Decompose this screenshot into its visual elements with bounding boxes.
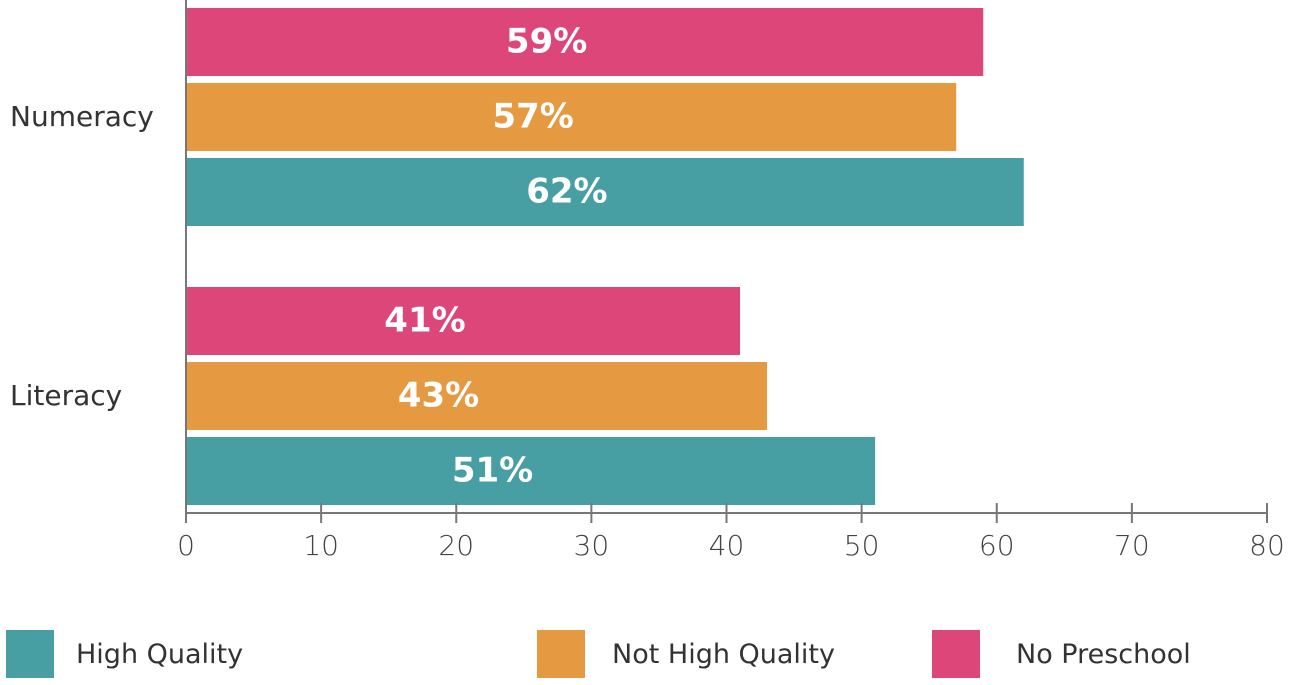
legend-label-high-quality: High Quality bbox=[76, 638, 244, 670]
bar-numeracy-not-high-quality bbox=[186, 83, 957, 151]
data-label-numeracy-not-high-quality: 57% bbox=[492, 97, 573, 137]
bar-numeracy-no-preschool bbox=[186, 8, 984, 76]
x-tick-label-10: 10 bbox=[303, 529, 339, 562]
data-label-numeracy-high-quality: 62% bbox=[526, 172, 607, 212]
x-tick-label-70: 70 bbox=[1114, 529, 1150, 562]
bar-numeracy-high-quality bbox=[186, 158, 1024, 226]
legend-item-no-preschool: No Preschool bbox=[932, 630, 1191, 678]
legend-label-not-high-quality: Not High Quality bbox=[612, 638, 836, 670]
x-tick-label-40: 40 bbox=[709, 529, 745, 562]
bar-literacy-not-high-quality bbox=[186, 362, 768, 430]
x-tick-label-20: 20 bbox=[438, 529, 474, 562]
legend-swatch-no-preschool bbox=[932, 630, 980, 678]
legend-swatch-not-high-quality bbox=[537, 630, 585, 678]
data-label-literacy-not-high-quality: 43% bbox=[398, 376, 479, 416]
bars-group: 59% 57% 62% 41% 43% 51% bbox=[186, 8, 1024, 505]
x-tick-label-60: 60 bbox=[979, 529, 1015, 562]
x-tick-label-80: 80 bbox=[1249, 529, 1285, 562]
legend-item-high-quality: High Quality bbox=[6, 630, 243, 678]
x-tick-label-50: 50 bbox=[844, 529, 880, 562]
legend-item-not-high-quality: Not High Quality bbox=[537, 630, 835, 678]
axes-group: 0 10 20 30 40 50 60 70 80 bbox=[177, 0, 1285, 562]
legend-swatch-high-quality bbox=[6, 630, 54, 678]
category-label-literacy: Literacy bbox=[10, 379, 122, 412]
data-label-literacy-no-preschool: 41% bbox=[384, 301, 465, 341]
x-tick-label-30: 30 bbox=[574, 529, 610, 562]
category-labels: Numeracy Literacy bbox=[10, 100, 154, 412]
bar-chart: 59% 57% 62% 41% 43% 51% 0 10 20 30 40 50 60 70 80 Num… bbox=[10, 0, 1285, 562]
data-label-literacy-high-quality: 51% bbox=[452, 451, 533, 491]
legend-label-no-preschool: No Preschool bbox=[1016, 638, 1191, 670]
bar-literacy-no-preschool bbox=[186, 287, 741, 355]
x-tick-label-0: 0 bbox=[177, 529, 195, 562]
category-label-numeracy: Numeracy bbox=[10, 100, 154, 133]
data-label-numeracy-no-preschool: 59% bbox=[506, 22, 587, 62]
bar-literacy-high-quality bbox=[186, 437, 876, 505]
